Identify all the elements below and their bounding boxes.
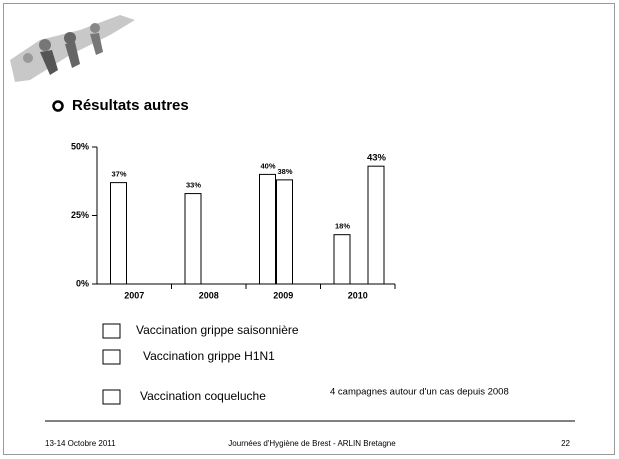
- bar: [334, 235, 350, 284]
- y-tick-label: 25%: [71, 210, 89, 220]
- footer-page: 22: [561, 439, 570, 448]
- footer-date: 13-14 Octobre 2011: [45, 439, 116, 448]
- slide-frame: [4, 4, 615, 455]
- legend-label: Vaccination coqueluche: [140, 389, 266, 403]
- legend-label: Vaccination grippe H1N1: [143, 349, 275, 363]
- value-label: 33%: [186, 181, 201, 190]
- x-tick-label: 2010: [348, 290, 368, 300]
- value-label: 18%: [335, 222, 350, 231]
- value-label: 40%: [260, 161, 275, 170]
- value-label: 37%: [111, 170, 126, 179]
- x-tick-label: 2008: [199, 290, 219, 300]
- y-tick-label: 0%: [76, 278, 89, 288]
- value-label: 38%: [277, 167, 292, 176]
- value-label: 43%: [367, 153, 387, 164]
- legend-label: Vaccination grippe saisonnière: [136, 323, 299, 337]
- x-tick-label: 2007: [124, 290, 144, 300]
- heading: Résultats autres: [72, 97, 189, 114]
- bar: [185, 194, 201, 284]
- bar: [368, 166, 384, 284]
- legend-swatch: [103, 324, 120, 338]
- annotation: 4 campagnes autour d'un cas depuis 2008: [330, 387, 509, 398]
- x-tick-label: 2009: [273, 290, 293, 300]
- bar: [260, 174, 276, 284]
- legend-swatch: [103, 390, 120, 404]
- slide: Résultats autres 13-14 Octobre 2011 Jour…: [0, 0, 619, 459]
- bar: [277, 180, 293, 284]
- bar: [111, 183, 127, 284]
- legend-swatch: [103, 350, 120, 364]
- y-tick-label: 50%: [71, 141, 89, 151]
- footer-event: Journées d'Hygiène de Brest - ARLIN Bret…: [228, 439, 396, 448]
